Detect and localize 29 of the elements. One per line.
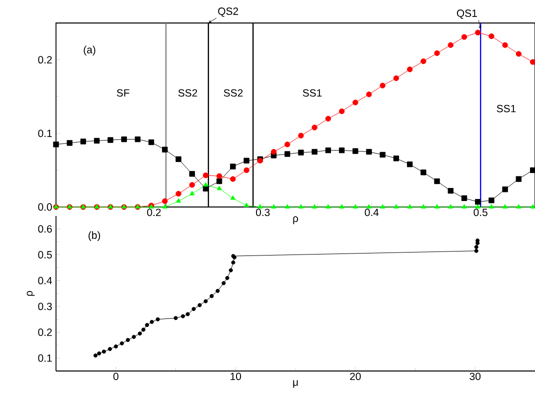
y-tick-label: 0.5 xyxy=(38,251,52,258)
y-tick-label: 0.3 xyxy=(38,302,52,310)
x-tick-label: 20 xyxy=(350,372,361,380)
x-tick-label: 30 xyxy=(470,372,481,380)
x-tick-label: 0 xyxy=(113,372,118,380)
y-axis-title: ρ xyxy=(26,290,35,296)
ref-line-label: QS2 xyxy=(218,8,238,17)
y-tick-label: 0.4 xyxy=(38,276,52,284)
x-tick-label: 0.4 xyxy=(364,208,379,216)
x-tick-label: 10 xyxy=(230,372,242,380)
x-axis-title: ρ xyxy=(293,216,298,224)
annotation: SS1 xyxy=(302,89,322,97)
annotation: (a) xyxy=(84,46,96,56)
annotation: SS2 xyxy=(178,89,198,97)
annotation: SS1 xyxy=(496,104,516,112)
annotation: (b) xyxy=(88,231,100,242)
x-tick-label: 0.3 xyxy=(256,208,270,216)
y-tick-label: 0.1 xyxy=(38,130,52,138)
y-tick-label: 0.6 xyxy=(38,225,52,233)
x-tick-label: 0.5 xyxy=(474,208,488,216)
y-tick-label: 0.2 xyxy=(38,56,52,64)
annotation: SS2 xyxy=(224,89,243,97)
y-tick-label: 0.0 xyxy=(38,203,52,211)
y-tick-label: 0.1 xyxy=(38,354,52,362)
annotation: SF xyxy=(116,89,130,97)
ref-line-label: QS1 xyxy=(456,10,477,19)
x-axis-title: μ xyxy=(293,380,298,388)
y-tick-label: 0.2 xyxy=(38,328,52,336)
x-tick-label: 0.2 xyxy=(147,208,161,216)
